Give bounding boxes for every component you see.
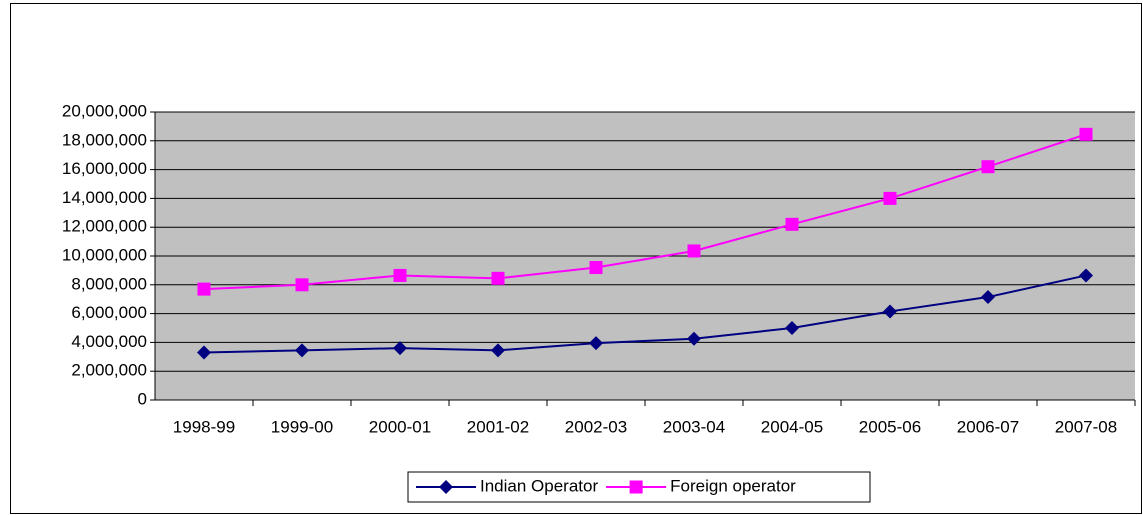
y-tick-label: 16,000,000 xyxy=(62,159,147,178)
y-tick-label: 18,000,000 xyxy=(62,130,147,149)
legend-marker xyxy=(629,480,643,494)
data-point xyxy=(589,261,603,275)
data-point xyxy=(295,343,309,358)
series-line xyxy=(203,133,1087,291)
x-tick-label: 2005-06 xyxy=(859,417,921,436)
data-point xyxy=(393,268,407,282)
legend-marker xyxy=(439,480,453,494)
data-point xyxy=(785,217,799,231)
data-point xyxy=(295,278,309,292)
data-point xyxy=(981,290,995,305)
data-point xyxy=(981,160,995,174)
y-tick-label: 2,000,000 xyxy=(71,361,147,380)
legend-label: Indian Operator xyxy=(480,476,598,495)
x-tick-label: 2006-07 xyxy=(957,417,1019,436)
x-tick-label: 2007-08 xyxy=(1055,417,1117,436)
data-point xyxy=(883,191,897,205)
y-tick-label: 8,000,000 xyxy=(71,274,147,293)
y-tick-label: 14,000,000 xyxy=(62,188,147,207)
x-tick-label: 1999-00 xyxy=(271,417,333,436)
data-point xyxy=(491,343,505,358)
data-point xyxy=(687,244,701,258)
x-tick-label: 2000-01 xyxy=(369,417,431,436)
y-tick-label: 20,000,000 xyxy=(62,101,147,120)
y-tick-label: 0 xyxy=(138,389,147,408)
data-point xyxy=(393,341,407,356)
x-tick-label: 1998-99 xyxy=(173,417,235,436)
legend-label: Foreign operator xyxy=(670,476,796,495)
data-point xyxy=(589,336,603,351)
data-point xyxy=(785,321,799,335)
x-tick-label: 2004-05 xyxy=(761,417,823,436)
series-line xyxy=(203,274,1087,354)
y-tick-label: 12,000,000 xyxy=(62,217,147,236)
x-tick-label: 2001-02 xyxy=(467,417,529,436)
data-point xyxy=(197,282,211,296)
data-point xyxy=(1079,268,1093,283)
data-point xyxy=(883,304,897,319)
data-point xyxy=(197,345,211,360)
y-tick-label: 6,000,000 xyxy=(71,303,147,322)
data-point xyxy=(491,271,505,285)
data-point xyxy=(687,331,701,346)
y-tick-label: 10,000,000 xyxy=(62,245,147,264)
data-point xyxy=(1079,127,1093,141)
y-tick-label: 4,000,000 xyxy=(71,332,147,351)
x-tick-label: 2002-03 xyxy=(565,417,627,436)
x-tick-label: 2003-04 xyxy=(663,417,725,436)
